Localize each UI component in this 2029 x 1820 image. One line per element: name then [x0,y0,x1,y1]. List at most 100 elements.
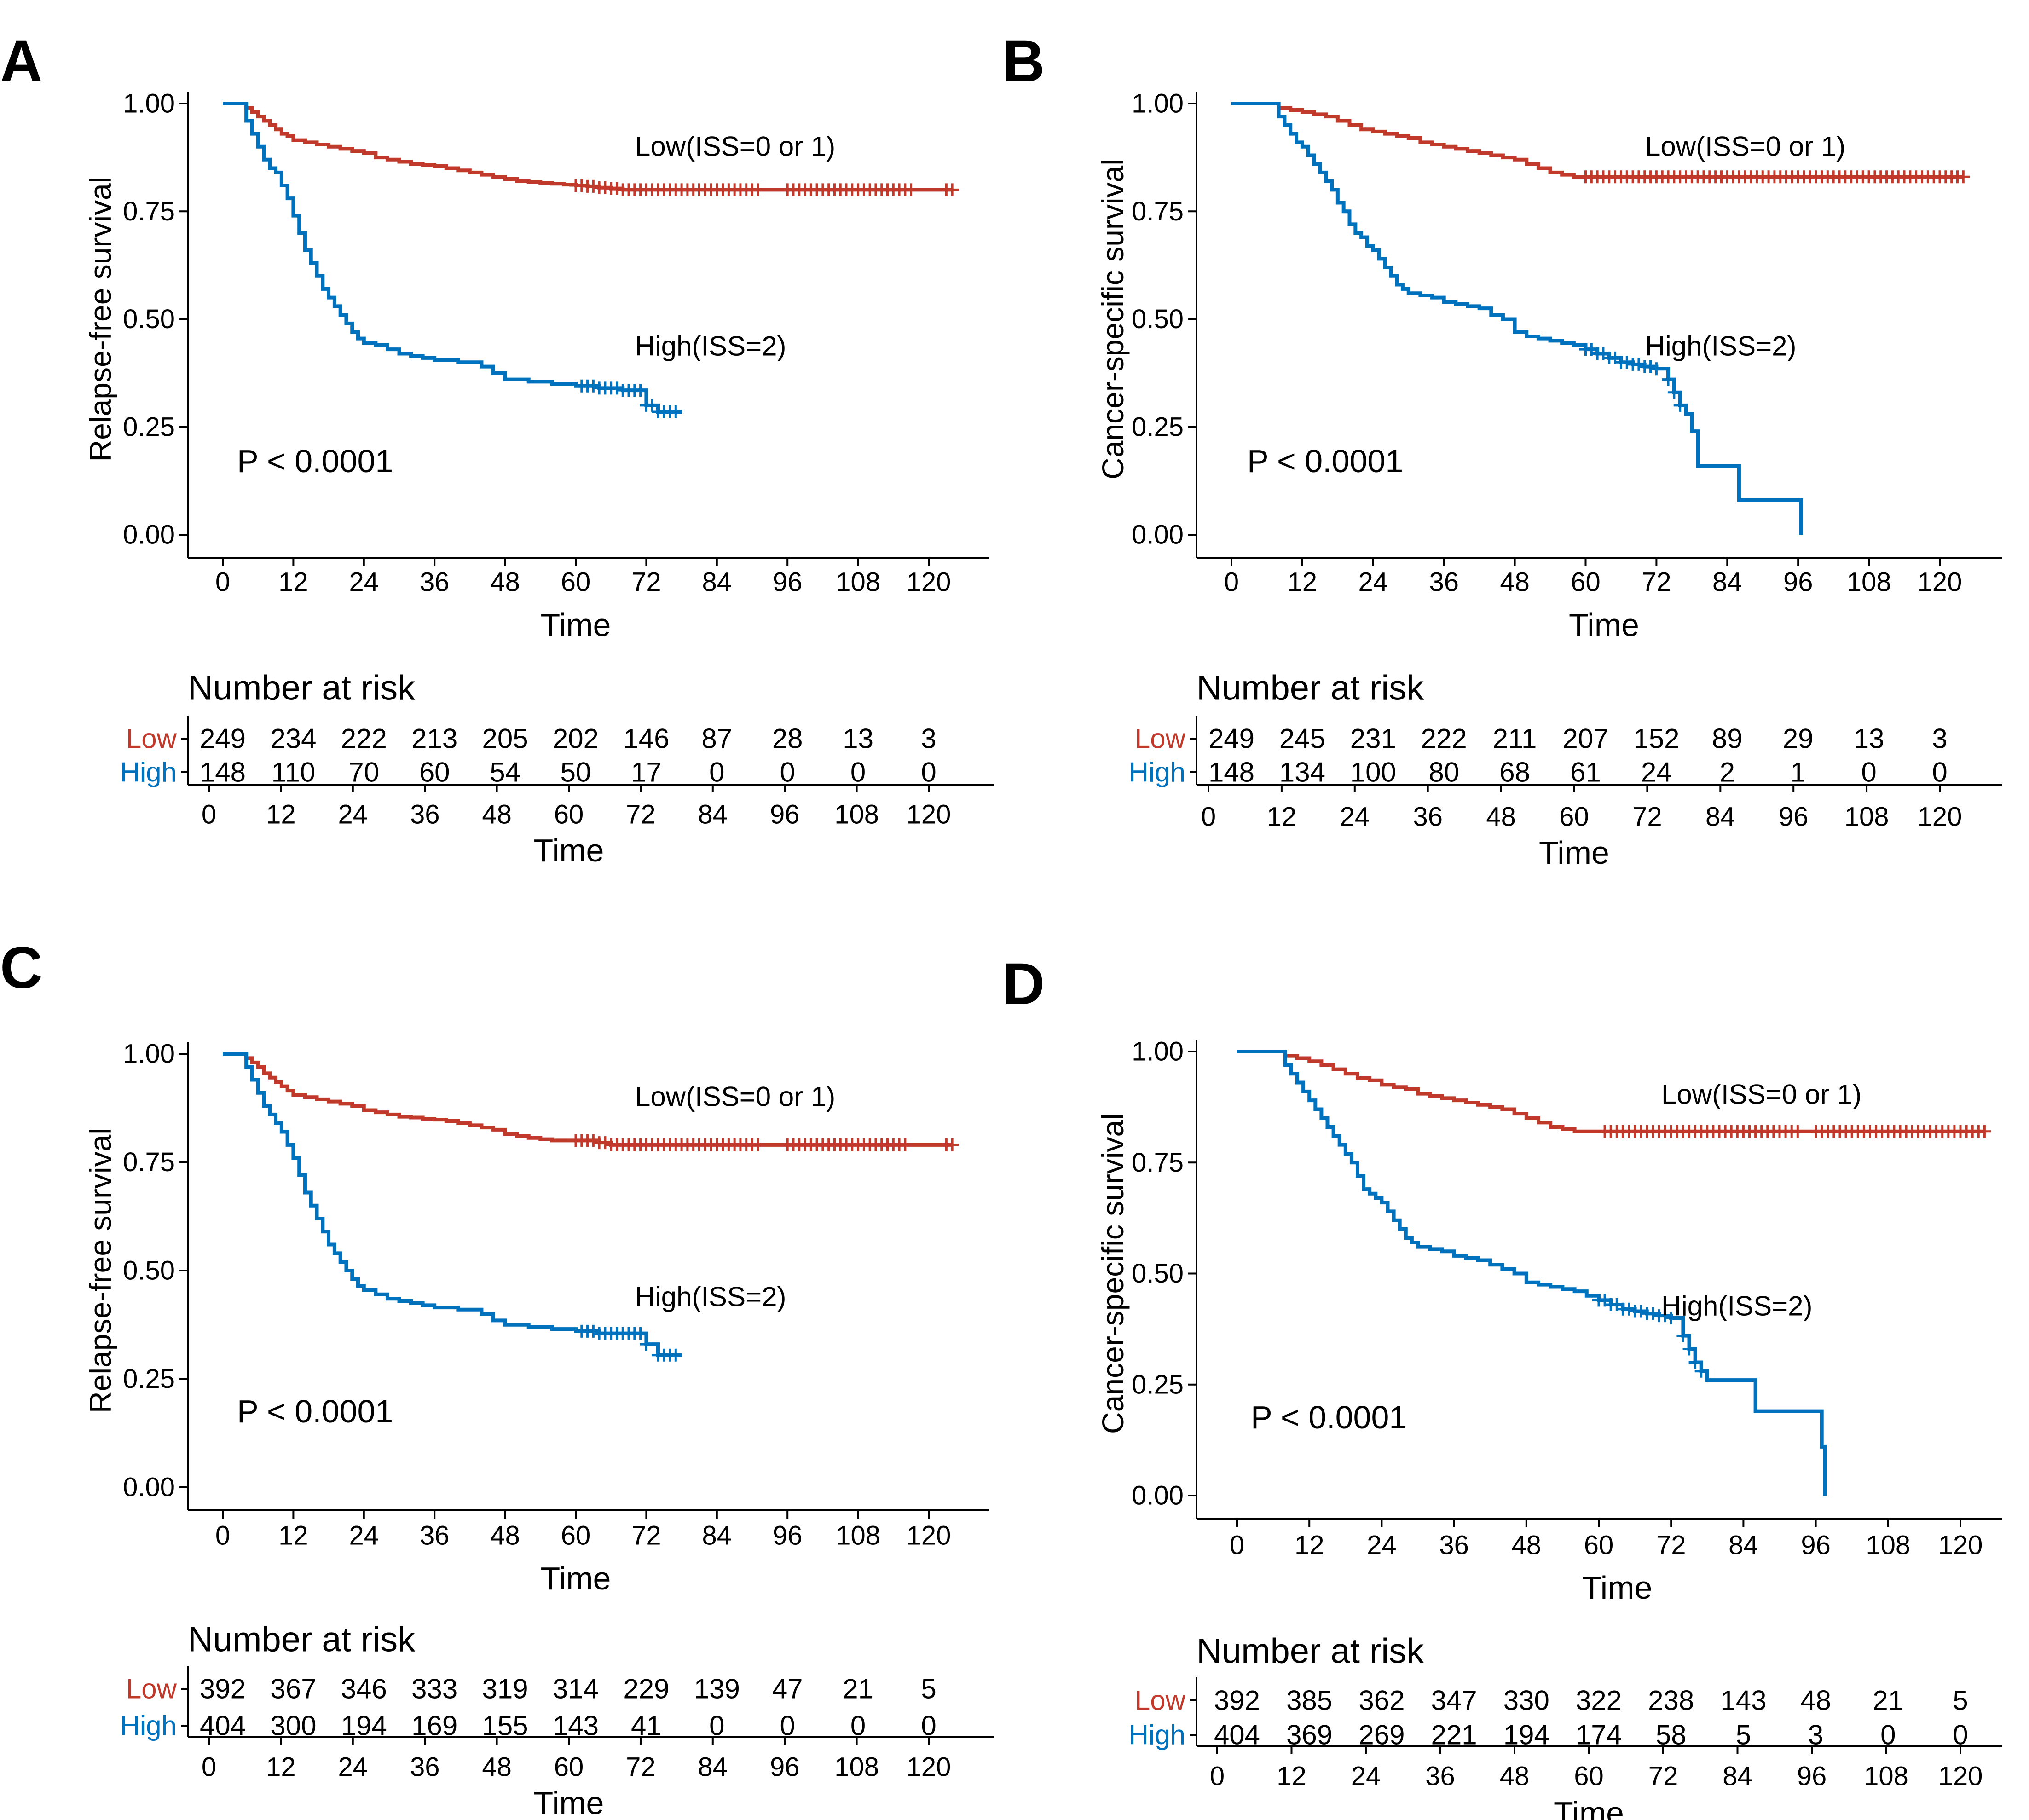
censor-mark-high [587,1324,600,1338]
x-tick-label: 108 [1866,1531,1910,1560]
risk-cell-low: 319 [482,1674,528,1704]
risk-cell-low: 229 [623,1674,669,1704]
x-tick-label: 108 [836,1521,880,1551]
risk-cell-high: 300 [270,1710,316,1741]
y-axis-label: Cancer-specific survival [1096,1113,1130,1434]
risk-cell-high: 60 [419,757,450,788]
risk-cell-high: 269 [1358,1720,1405,1751]
risk-table-x-tick-label: 72 [1632,802,1662,832]
x-tick-label: 24 [349,567,379,597]
panel-a: A 0.00 0.25 0.50 0.75 1.00 0 12 24 36 48 60 72 84 96 10… [0,29,994,868]
censor-mark-low [751,1138,765,1151]
panel-letter: B [1002,29,1045,94]
censor-mark-high [587,379,600,393]
x-tick-label: 12 [1295,1531,1324,1560]
x-tick-label: 72 [631,567,661,597]
risk-table-x-tick-label: 24 [338,1752,368,1782]
risk-cell-high: 41 [631,1710,662,1741]
risk-table-x-tick-label: 60 [1559,802,1589,832]
risk-table-x-tick-label: 84 [1705,802,1735,832]
censor-mark-high [1682,1342,1696,1356]
risk-cell-low: 13 [843,723,873,754]
censor-mark-low [1978,1125,1991,1138]
risk-cell-low: 362 [1358,1685,1405,1716]
risk-cell-high: 100 [1350,757,1396,788]
y-tick-label: 0.50 [123,304,175,334]
y-tick-label: 0.25 [1132,412,1184,442]
risk-cell-high: 0 [1861,757,1876,788]
risk-table-title: Number at risk [1197,1632,1424,1671]
risk-table-x-tick-label: 108 [1864,1762,1908,1791]
x-tick-label: 84 [702,1521,732,1551]
risk-table-x-tick-label: 12 [1277,1762,1306,1791]
risk-cell-low: 205 [482,723,528,754]
censor-mark-high [669,405,682,418]
y-tick-label: 0.50 [1132,304,1184,334]
censor-mark-high [610,381,624,395]
y-tick-label: 0.00 [1132,520,1184,550]
x-tick-label: 0 [215,567,230,597]
risk-table-x-tick-label: 48 [1500,1762,1530,1791]
risk-cell-high: 17 [631,757,662,788]
risk-cell-high: 3 [1808,1720,1823,1751]
risk-table-x-tick-label: 36 [410,800,440,830]
risk-cell-high: 2 [1720,757,1735,788]
risk-table-x-tick-label: 48 [1486,802,1516,832]
p-value: P < 0.0001 [1247,443,1403,479]
y-tick-label: 0.75 [1132,1148,1184,1178]
risk-table-x-tick-label: 12 [1267,802,1297,832]
series-low-curve [1237,1050,1985,1133]
censor-mark-high [634,1327,647,1340]
risk-cell-low: 222 [341,723,387,754]
risk-table-x-tick-label: 60 [554,1752,584,1782]
risk-table-x-tick-label: 12 [266,1752,296,1782]
risk-cell-low: 231 [1350,723,1396,754]
risk-cell-high: 61 [1570,757,1601,788]
censor-mark-low [1957,170,1970,184]
risk-cell-high: 70 [348,757,379,788]
censor-mark-high [1620,356,1634,369]
censor-mark-low [598,1136,612,1150]
y-tick-label: 0.25 [123,1364,175,1394]
risk-table-x-tick-label: 108 [834,1752,879,1782]
risk-table-x-tick-label: 60 [1574,1762,1604,1791]
risk-cell-high: 404 [200,1710,246,1741]
x-tick-label: 96 [773,567,803,597]
x-tick-label: 60 [561,567,591,597]
risk-table-x-tick-label: 24 [1351,1762,1381,1791]
y-axis-label: Relapse-free survival [83,177,117,462]
series-low-curve [223,1052,953,1147]
risk-cell-high: 0 [921,757,936,788]
x-tick-label: 96 [1783,567,1813,597]
panel-c: C 0.00 0.25 0.50 0.75 1.00 0 12 24 36 48 60 72 84 96 10… [0,935,994,1820]
series-high-curve [223,1052,682,1357]
risk-table-x-tick-label: 120 [1918,802,1962,832]
risk-row-label-high: High [1129,1720,1185,1751]
risk-cell-low: 5 [1953,1685,1968,1716]
x-tick-label: 12 [278,567,308,597]
risk-row-label-high: High [120,1710,177,1741]
x-tick-label: 24 [349,1521,379,1551]
risk-cell-low: 322 [1576,1685,1622,1716]
risk-cell-high: 169 [411,1710,457,1741]
risk-row-label-low: Low [1135,723,1186,754]
censor-mark-high [1622,1302,1636,1316]
x-tick-label: 36 [420,567,450,597]
risk-table-title: Number at risk [188,669,416,708]
censor-mark-low [946,183,959,196]
risk-cell-low: 367 [270,1674,316,1704]
risk-table-x-tick-label: 96 [1797,1762,1827,1791]
risk-cell-high: 5 [1736,1720,1751,1751]
series-label-high: High(ISS=2) [635,331,786,362]
risk-cell-low: 249 [1208,723,1254,754]
censor-mark-high [1644,360,1657,373]
series-label-low: Low(ISS=0 or 1) [635,1081,835,1112]
x-tick-label: 0 [215,1521,230,1551]
risk-cell-low: 29 [1783,723,1814,754]
y-axis-label: Relapse-free survival [83,1128,117,1413]
censor-mark-low [946,1138,959,1151]
risk-table-x-tick-label: 0 [1201,802,1216,832]
p-value: P < 0.0001 [237,443,393,479]
risk-cell-high: 0 [921,1710,936,1741]
